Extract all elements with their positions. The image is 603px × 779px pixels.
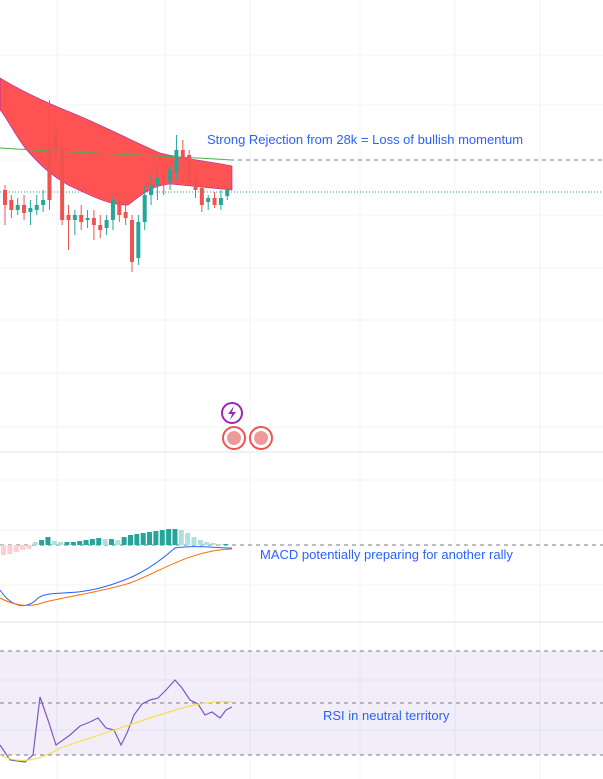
candle: [212, 198, 217, 205]
rsi-line: [0, 679, 233, 763]
histogram-bar: [147, 532, 153, 545]
candle: [117, 200, 122, 215]
candle: [3, 190, 7, 205]
rsi-ma: [0, 701, 233, 761]
histogram-bar: [102, 539, 108, 545]
candle: [60, 150, 65, 220]
candle: [15, 205, 20, 210]
histogram-bar: [197, 540, 203, 545]
histogram-bar: [26, 545, 32, 549]
histogram-bar: [89, 539, 95, 545]
candle: [136, 222, 141, 258]
candles: [3, 100, 230, 272]
histogram-bar: [51, 541, 57, 545]
histogram-bar: [223, 544, 229, 545]
candle: [225, 190, 230, 196]
candle: [180, 150, 185, 158]
histogram-bar: [216, 544, 222, 545]
candle: [155, 178, 160, 185]
histogram-bar: [7, 545, 13, 554]
candle: [72, 215, 77, 220]
histogram-bar: [13, 545, 19, 552]
histogram-bar: [166, 529, 172, 545]
candle: [142, 195, 147, 222]
histogram-bar: [121, 537, 127, 545]
macd-pane: [1, 529, 229, 555]
ma-line: [0, 147, 233, 161]
lightning: [228, 406, 236, 420]
candle: [187, 155, 192, 178]
candle: [130, 220, 134, 262]
candle: [53, 130, 58, 150]
candle: [41, 200, 46, 205]
signal-line: [0, 548, 233, 606]
reference-lines: [0, 159, 603, 756]
annotation: RSI in neutral territory: [323, 708, 450, 723]
histogram-bar: [32, 542, 38, 545]
histogram-bar: [108, 539, 114, 545]
macd-line: [0, 546, 233, 607]
histogram-bar: [191, 537, 197, 545]
candle: [193, 178, 198, 190]
candle: [85, 218, 90, 220]
histogram-bar: [115, 540, 121, 545]
histogram-bar: [140, 533, 146, 545]
histogram-bar: [77, 541, 83, 545]
histogram-bar: [178, 530, 184, 545]
candle: [22, 205, 27, 213]
candle: [28, 208, 33, 212]
candle: [47, 150, 52, 200]
candle: [34, 205, 39, 210]
histogram-bar: [172, 529, 178, 545]
candle: [9, 200, 14, 210]
candle: [98, 225, 103, 230]
histogram-bar: [20, 545, 26, 550]
candle: [174, 150, 179, 172]
histogram-bar: [83, 540, 89, 545]
annotation: MACD potentially preparing for another r…: [260, 547, 513, 562]
histogram-bar: [58, 542, 64, 545]
histogram-bar: [210, 543, 216, 545]
histogram-bar: [1, 545, 6, 555]
candle: [168, 170, 173, 182]
candle: [218, 198, 223, 205]
flag-icons[interactable]: [222, 426, 273, 450]
histogram-bar: [153, 531, 159, 545]
histogram-bar: [134, 534, 140, 545]
candle: [149, 185, 154, 195]
histogram-bar: [96, 538, 102, 545]
histogram-bar: [64, 542, 70, 545]
histogram-bar: [45, 537, 51, 545]
histogram-bar: [185, 533, 191, 545]
candle: [104, 220, 109, 228]
histogram-bar: [70, 542, 76, 545]
candle: [79, 215, 84, 222]
rsi-band: [0, 651, 603, 755]
annotation: Strong Rejection from 28k = Loss of bull…: [207, 132, 523, 147]
candle: [66, 215, 71, 220]
cloud: [0, 77, 233, 206]
candle: [110, 200, 115, 220]
histogram-bar: [159, 530, 165, 545]
histogram-bar: [39, 540, 45, 545]
candle: [206, 198, 211, 202]
histogram-bar: [128, 535, 133, 545]
histogram-bar: [204, 542, 210, 545]
candle: [91, 218, 96, 225]
candle: [161, 178, 166, 182]
candle: [199, 188, 204, 205]
candle: [123, 212, 128, 218]
